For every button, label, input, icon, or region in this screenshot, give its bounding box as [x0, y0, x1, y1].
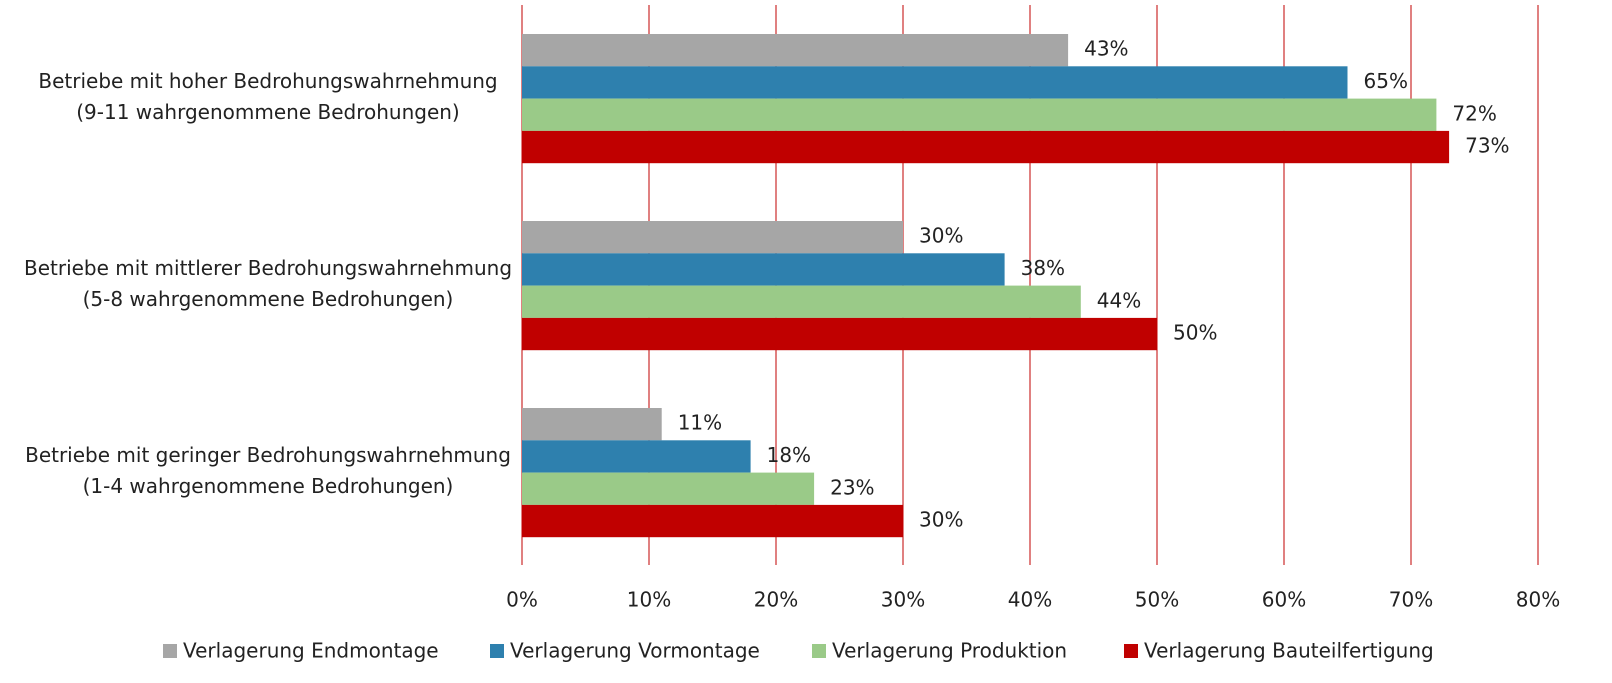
bar — [522, 221, 903, 254]
value-label: 44% — [1097, 288, 1141, 312]
x-tick-label: 20% — [754, 588, 798, 612]
bar — [522, 317, 1157, 351]
bar — [522, 408, 662, 441]
bar — [522, 66, 1348, 99]
value-label: 43% — [1084, 37, 1128, 61]
x-tick-label: 60% — [1262, 588, 1306, 612]
bar — [522, 472, 815, 505]
value-label: 72% — [1452, 101, 1496, 125]
bar — [522, 98, 1437, 131]
x-tick-label: 0% — [506, 588, 538, 612]
value-label: 38% — [1021, 256, 1065, 280]
value-label: 30% — [919, 224, 963, 248]
category-label: (5-8 wahrgenommene Bedrohungen) — [83, 287, 454, 311]
bar — [522, 285, 1081, 318]
bar — [522, 440, 751, 473]
category-label: (9-11 wahrgenommene Bedrohungen) — [76, 100, 459, 124]
category-label: Betriebe mit hoher Bedrohungswahrnehmung — [38, 69, 497, 93]
bar — [522, 504, 903, 538]
x-tick-label: 80% — [1516, 588, 1560, 612]
value-label: 18% — [767, 443, 811, 467]
x-tick-label: 30% — [881, 588, 925, 612]
legend-swatch — [490, 644, 504, 658]
x-tick-label: 50% — [1135, 588, 1179, 612]
category-label: (1-4 wahrgenommene Bedrohungen) — [83, 474, 454, 498]
category-label: Betriebe mit geringer Bedrohungswahrnehm… — [25, 443, 511, 467]
legend-label: Verlagerung Produktion — [832, 639, 1067, 663]
bar — [522, 34, 1069, 67]
x-tick-label: 70% — [1389, 588, 1433, 612]
value-label: 11% — [678, 411, 722, 435]
value-label: 65% — [1364, 69, 1408, 93]
value-label: 73% — [1465, 134, 1509, 158]
legend-label: Verlagerung Endmontage — [183, 639, 439, 663]
value-label: 23% — [830, 475, 874, 499]
bar — [522, 130, 1450, 164]
legend-swatch — [163, 644, 177, 658]
x-tick-label: 40% — [1008, 588, 1052, 612]
value-label: 50% — [1173, 321, 1217, 345]
legend-label: Verlagerung Vormontage — [510, 639, 760, 663]
legend-swatch — [1124, 644, 1138, 658]
legend-label: Verlagerung Bauteilfertigung — [1144, 639, 1434, 663]
bar — [522, 253, 1005, 286]
x-tick-label: 10% — [627, 588, 671, 612]
value-label: 30% — [919, 508, 963, 532]
category-label: Betriebe mit mittlerer Bedrohungswahrneh… — [24, 256, 512, 280]
legend-swatch — [812, 644, 826, 658]
